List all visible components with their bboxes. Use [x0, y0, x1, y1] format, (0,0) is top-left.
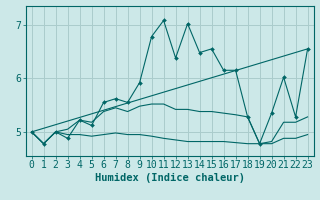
X-axis label: Humidex (Indice chaleur): Humidex (Indice chaleur) — [95, 173, 244, 183]
